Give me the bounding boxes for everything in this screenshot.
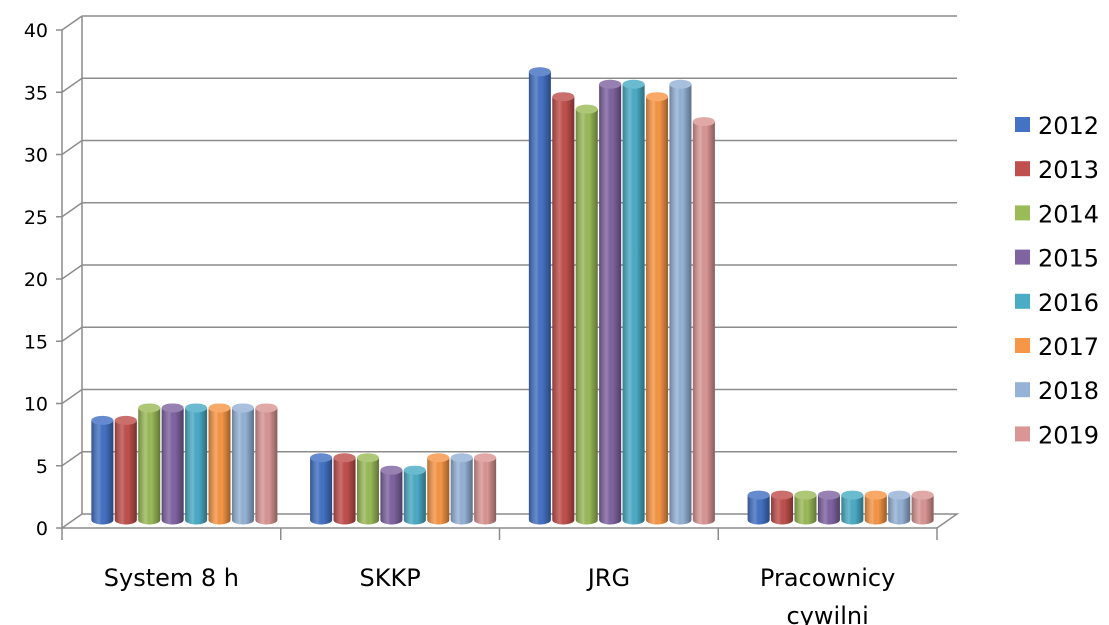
bar <box>552 92 575 525</box>
x-category-label: Pracownicy cywilni <box>760 564 895 625</box>
legend-swatch <box>1015 382 1030 398</box>
chart-walls <box>59 513 960 529</box>
bar <box>771 490 794 525</box>
legend-swatch <box>1015 293 1030 309</box>
y-tick-label: 35 <box>24 82 48 104</box>
legend-swatch <box>1015 249 1030 265</box>
legend-item: 2016 <box>1015 289 1099 317</box>
y-tick-label: 40 <box>24 20 48 42</box>
gridline-side <box>61 202 83 218</box>
legend-label: 2013 <box>1038 156 1099 184</box>
legend-label: 2019 <box>1038 421 1099 449</box>
x-category-label: SKKP <box>360 564 421 592</box>
gridline-side <box>61 77 83 93</box>
bar <box>161 403 184 525</box>
gridline-side <box>61 451 83 467</box>
legend-item: 2012 <box>1015 112 1099 140</box>
legend-swatch <box>1015 426 1030 442</box>
bar <box>208 403 231 525</box>
bar <box>450 453 473 525</box>
bar <box>864 490 887 525</box>
bars <box>91 67 934 525</box>
bar <box>185 403 208 525</box>
gridline-side <box>61 139 83 156</box>
x-category-label: System 8 h <box>104 564 239 592</box>
bar <box>747 490 770 525</box>
legend-item: 2018 <box>1015 377 1099 405</box>
legend-item: 2014 <box>1015 200 1099 228</box>
y-tick-label: 15 <box>24 331 48 353</box>
legend-label: 2017 <box>1038 333 1099 361</box>
x-axis-category-labels: System 8 h SKKP JRG Pracownicy cywilni <box>104 564 896 625</box>
bar <box>403 465 426 525</box>
legend-item: 2017 <box>1015 333 1099 361</box>
gridline-side <box>61 326 83 342</box>
bar <box>692 117 715 525</box>
y-tick-label: 20 <box>24 269 48 291</box>
bar <box>91 415 114 525</box>
bar <box>427 453 450 525</box>
legend-label: 2014 <box>1038 200 1099 228</box>
bar <box>114 415 137 525</box>
legend: 2012 2013 2014 2015 2016 2017 2018 2019 <box>1015 112 1099 449</box>
bar <box>380 465 403 525</box>
legend-item: 2013 <box>1015 156 1099 184</box>
y-tick-label: 30 <box>24 145 48 167</box>
gridline-side <box>61 388 83 405</box>
legend-swatch <box>1015 117 1030 132</box>
gridline-side <box>61 264 83 280</box>
gridline-side <box>61 15 83 31</box>
legend-item: 2019 <box>1015 421 1099 449</box>
bar <box>528 67 551 525</box>
bar <box>817 490 840 525</box>
bar <box>231 403 254 525</box>
bar <box>888 490 911 525</box>
bar <box>794 490 817 525</box>
bar <box>669 79 692 525</box>
legend-swatch <box>1015 205 1030 221</box>
bar <box>474 453 497 525</box>
legend-item: 2015 <box>1015 245 1099 273</box>
y-tick-label: 10 <box>24 394 48 416</box>
y-axis-tick-labels: 0 5 10 15 20 25 30 35 40 <box>24 20 48 540</box>
bar <box>255 403 278 525</box>
chart-floor <box>59 513 960 529</box>
bar <box>622 79 645 525</box>
y-tick-label: 5 <box>36 456 48 478</box>
axes <box>56 16 938 540</box>
bar <box>911 490 934 525</box>
bar <box>333 453 356 525</box>
y-tick-label: 0 <box>36 518 48 540</box>
legend-label: 2015 <box>1038 245 1099 273</box>
bar <box>599 79 622 525</box>
bar <box>356 453 379 525</box>
legend-swatch <box>1015 338 1030 353</box>
bar <box>310 453 333 525</box>
legend-label: 2016 <box>1038 289 1099 317</box>
bar <box>646 92 669 525</box>
bar <box>575 104 598 525</box>
legend-label: 2012 <box>1038 112 1099 140</box>
legend-label: 2018 <box>1038 377 1099 405</box>
legend-swatch <box>1015 161 1030 177</box>
gridlines <box>61 15 957 467</box>
x-category-label: JRG <box>586 564 630 592</box>
bar <box>138 403 161 525</box>
y-tick-label: 25 <box>24 207 48 229</box>
bar <box>841 490 864 525</box>
